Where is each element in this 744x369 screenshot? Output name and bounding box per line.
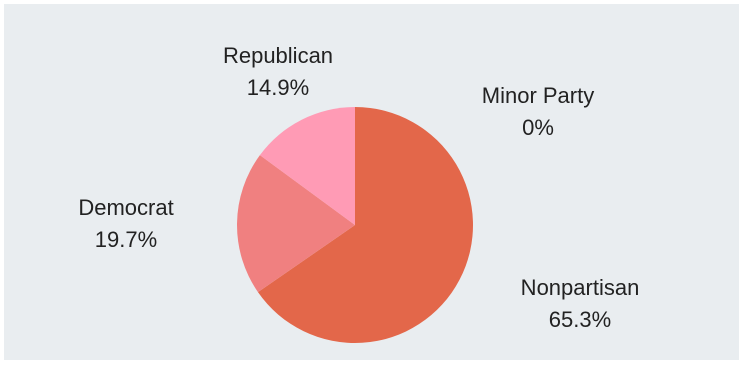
label-democrat-name: Democrat <box>78 195 174 220</box>
label-democrat: Democrat 19.7% <box>78 192 173 256</box>
pie-slice-democrat <box>237 155 355 293</box>
label-republican-value: 14.9% <box>246 75 310 100</box>
pie-chart <box>237 106 474 343</box>
label-nonpartisan-value: 65.3% <box>548 307 612 332</box>
label-republican-name: Republican <box>222 43 334 68</box>
label-nonpartisan-name: Nonpartisan <box>520 275 640 300</box>
pie-slice-republican <box>259 107 355 225</box>
label-democrat-value: 19.7% <box>94 227 158 252</box>
label-republican: Republican 14.9% <box>223 40 333 104</box>
pie-slice-nonpartisan <box>257 106 474 343</box>
label-minor-party: Minor Party 0% <box>482 80 594 144</box>
label-minor-party-name: Minor Party <box>481 83 595 108</box>
label-nonpartisan: Nonpartisan 65.3% <box>521 272 640 336</box>
chart-panel: Nonpartisan 65.3% Democrat 19.7% Republi… <box>4 4 739 360</box>
label-minor-party-value: 0% <box>522 115 554 140</box>
